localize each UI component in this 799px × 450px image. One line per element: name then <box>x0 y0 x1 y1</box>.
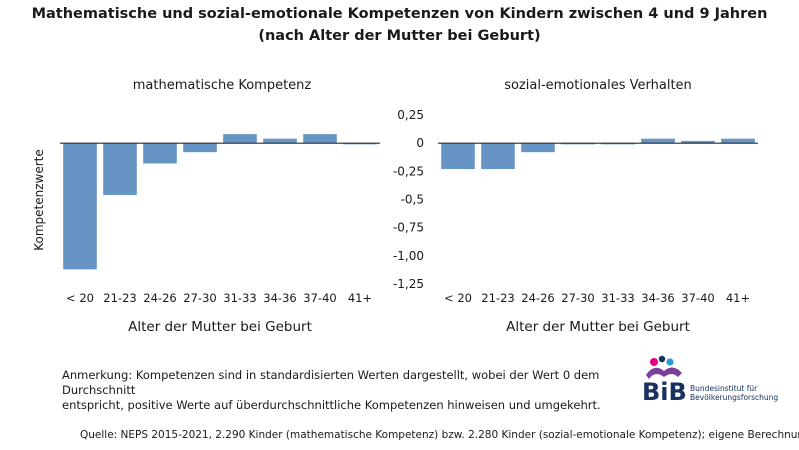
y-tick-label: 0 <box>416 136 424 150</box>
logo-swoosh <box>646 367 682 379</box>
bar-social-6 <box>681 140 715 144</box>
bar-social-0 <box>441 143 475 170</box>
annotation-note-line-2: entspricht, positive Werte auf überdurch… <box>62 398 601 412</box>
bar-social-1 <box>481 143 515 170</box>
x-axis-label: Alter der Mutter bei Geburt <box>506 319 690 335</box>
bib-logo: BiB Bundesinstitut für Bevölkerungsforsc… <box>640 353 790 408</box>
x-tick-label: 27-30 <box>561 291 594 305</box>
bar-charts: 0,25 0 -0,25 -0,5 -0,75 -1,00 -1,25 Kompetenzwe… <box>32 78 758 335</box>
source-note: Quelle: NEPS 2015-2021, 2.290 Kinder (ma… <box>80 429 799 441</box>
x-tick-label: 41+ <box>348 291 372 305</box>
bar-social-7 <box>721 138 755 144</box>
panel-subtitle: mathematische Kompetenz <box>133 78 312 93</box>
bar-math-4 <box>223 134 257 144</box>
annotation-note-line-1: Anmerkung: Kompetenzen sind in standardi… <box>62 368 600 397</box>
x-tick-label: 24-26 <box>521 291 554 305</box>
logo-line-2: Bevölkerungsforschung <box>690 393 779 402</box>
logo-dot-blue <box>666 358 674 366</box>
y-tick-label: -1,25 <box>393 277 424 291</box>
x-tick-label: < 20 <box>444 291 472 305</box>
x-tick-label: 41+ <box>726 291 750 305</box>
y-tick-label: -1,00 <box>393 249 424 263</box>
annotation-note: Anmerkung: Kompetenzen sind in standardi… <box>62 368 622 413</box>
x-tick-label: 37-40 <box>303 291 336 305</box>
bar-social-5 <box>641 138 675 144</box>
y-axis-label: Kompetenzwerte <box>32 149 46 251</box>
x-tick-label: 34-36 <box>641 291 674 305</box>
x-tick-label: 21-23 <box>103 291 136 305</box>
x-tick-label: 27-30 <box>183 291 216 305</box>
x-tick-label: 31-33 <box>223 291 256 305</box>
logo-dot-dark <box>658 355 666 363</box>
x-tick-label: 37-40 <box>681 291 714 305</box>
chart-title-line-1: Mathematische und sozial-emotionale Komp… <box>31 6 768 22</box>
bar-math-5 <box>263 138 297 144</box>
x-tick-label: 34-36 <box>263 291 296 305</box>
x-tick-label: 21-23 <box>481 291 514 305</box>
bar-social-2 <box>521 143 555 153</box>
x-tick-label: < 20 <box>66 291 94 305</box>
bib-logo-mark: BiB <box>642 355 687 406</box>
y-tick-label: -0,5 <box>401 193 424 207</box>
x-tick-label: 31-33 <box>601 291 634 305</box>
y-tick-label: -0,75 <box>393 221 424 235</box>
bar-math-6 <box>303 134 337 144</box>
x-tick-label: 24-26 <box>143 291 176 305</box>
bar-math-3 <box>183 143 217 153</box>
chart-title-line-2: (nach Alter der Mutter bei Geburt) <box>258 28 541 44</box>
bar-math-0 <box>63 143 97 270</box>
x-axis-label: Alter der Mutter bei Geburt <box>128 319 312 335</box>
y-tick-label: 0,25 <box>397 108 424 122</box>
panel-subtitle: sozial-emotionales Verhalten <box>504 78 692 93</box>
logo-acronym: BiB <box>642 378 687 406</box>
y-tick-label: -0,25 <box>393 164 424 178</box>
bar-math-2 <box>143 143 177 164</box>
logo-line-1: Bundesinstitut für <box>690 384 758 393</box>
logo-dot-pink <box>650 358 658 366</box>
bar-math-1 <box>103 143 137 195</box>
